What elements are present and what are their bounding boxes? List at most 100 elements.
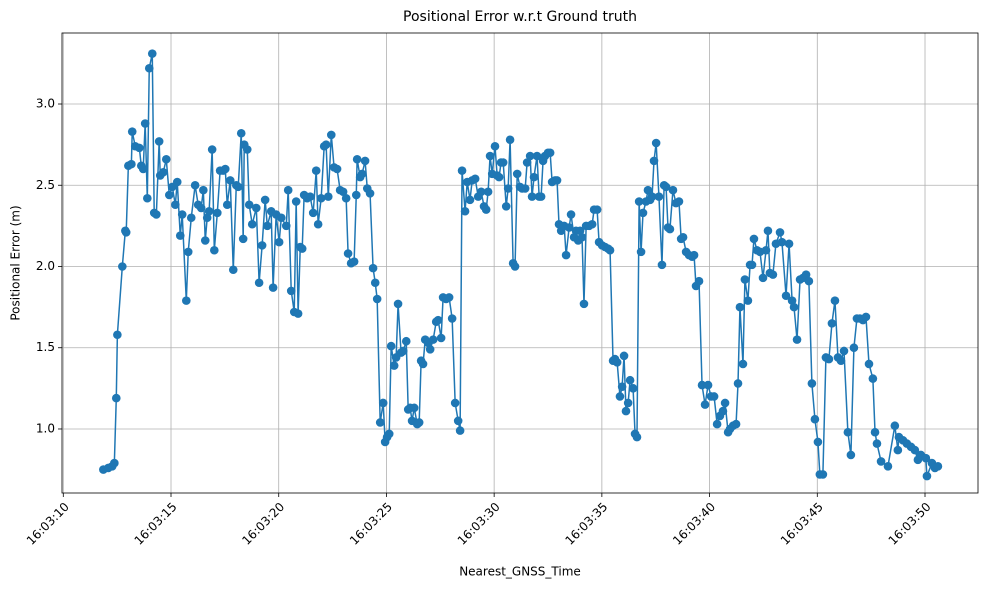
data-point	[649, 156, 659, 166]
data-point	[605, 245, 615, 255]
data-point	[612, 358, 622, 367]
data-point	[503, 184, 513, 193]
data-point	[846, 450, 856, 460]
data-point	[749, 234, 759, 244]
data-point	[401, 336, 411, 346]
data-point	[807, 379, 817, 388]
data-point	[678, 232, 688, 242]
data-point	[564, 223, 574, 232]
data-point	[747, 260, 757, 270]
data-point	[839, 346, 849, 356]
x-tick-label: 16:03:40	[670, 500, 718, 548]
y-tick-label: 2.5	[36, 178, 55, 192]
data-point	[365, 189, 375, 198]
data-point	[634, 197, 644, 206]
data-point	[414, 418, 424, 427]
data-point	[316, 193, 326, 203]
data-point	[135, 143, 144, 153]
data-point	[393, 299, 403, 309]
data-point	[455, 426, 465, 435]
data-point	[651, 138, 661, 148]
data-point	[870, 427, 880, 437]
data-point	[743, 296, 753, 305]
data-point	[127, 159, 136, 169]
data-point	[510, 262, 520, 271]
data-point	[450, 398, 460, 408]
data-point	[286, 286, 296, 296]
data-point	[384, 429, 394, 439]
data-point	[338, 187, 348, 197]
data-point	[561, 250, 571, 260]
data-point	[352, 154, 362, 164]
data-point	[587, 219, 597, 229]
data-point	[341, 193, 351, 203]
data-point	[470, 174, 480, 184]
data-point	[425, 345, 435, 354]
data-point	[731, 419, 741, 429]
data-point	[623, 398, 633, 408]
data-point	[674, 197, 684, 206]
data-point	[709, 392, 719, 401]
data-point	[372, 294, 382, 304]
data-point	[532, 151, 542, 161]
data-point	[740, 275, 750, 284]
data-point	[872, 439, 882, 448]
data-point	[654, 192, 664, 201]
x-tick-label: 16:03:15	[132, 500, 180, 548]
data-point	[813, 437, 823, 447]
data-point	[818, 470, 828, 479]
data-point	[349, 257, 359, 266]
y-tick-label: 1.5	[36, 340, 55, 354]
data-point	[621, 406, 631, 416]
data-point	[784, 239, 794, 249]
data-point	[643, 185, 653, 195]
data-point	[647, 192, 657, 201]
data-point	[758, 273, 768, 283]
data-point	[140, 119, 150, 128]
data-point	[252, 203, 261, 213]
data-point	[118, 262, 127, 271]
data-point	[210, 245, 219, 255]
data-point	[592, 205, 602, 214]
data-point	[268, 283, 278, 292]
data-point	[824, 354, 834, 364]
data-point	[283, 185, 293, 195]
data-point	[830, 296, 840, 305]
data-point	[689, 250, 699, 260]
data-point	[398, 346, 408, 356]
data-point	[386, 341, 396, 351]
data-point	[238, 234, 248, 244]
data-point	[628, 384, 638, 393]
x-tick-label: 16:03:30	[455, 500, 503, 548]
data-point	[792, 335, 802, 344]
y-tick-label: 1.0	[36, 421, 55, 435]
data-point	[861, 312, 871, 322]
data-point	[668, 185, 678, 195]
data-point	[876, 457, 886, 466]
data-point	[308, 208, 318, 218]
data-point	[883, 462, 893, 471]
data-point	[483, 187, 493, 197]
data-point	[465, 195, 475, 205]
data-point	[615, 392, 625, 401]
data-point	[775, 228, 785, 237]
data-point	[110, 458, 119, 468]
data-point	[343, 249, 353, 258]
data-point	[638, 208, 648, 218]
data-point	[233, 182, 243, 192]
data-point	[293, 309, 303, 318]
data-point	[447, 314, 457, 323]
data-point	[121, 228, 131, 237]
data-point	[228, 265, 238, 275]
data-point	[921, 453, 931, 463]
data-point	[787, 296, 797, 305]
data-point	[703, 380, 713, 390]
data-point	[552, 176, 562, 185]
data-point	[694, 276, 704, 286]
data-point	[801, 270, 811, 279]
data-point	[196, 203, 206, 213]
data-point	[781, 291, 791, 301]
data-point	[661, 182, 671, 192]
data-point	[370, 278, 380, 288]
data-point	[777, 237, 787, 247]
